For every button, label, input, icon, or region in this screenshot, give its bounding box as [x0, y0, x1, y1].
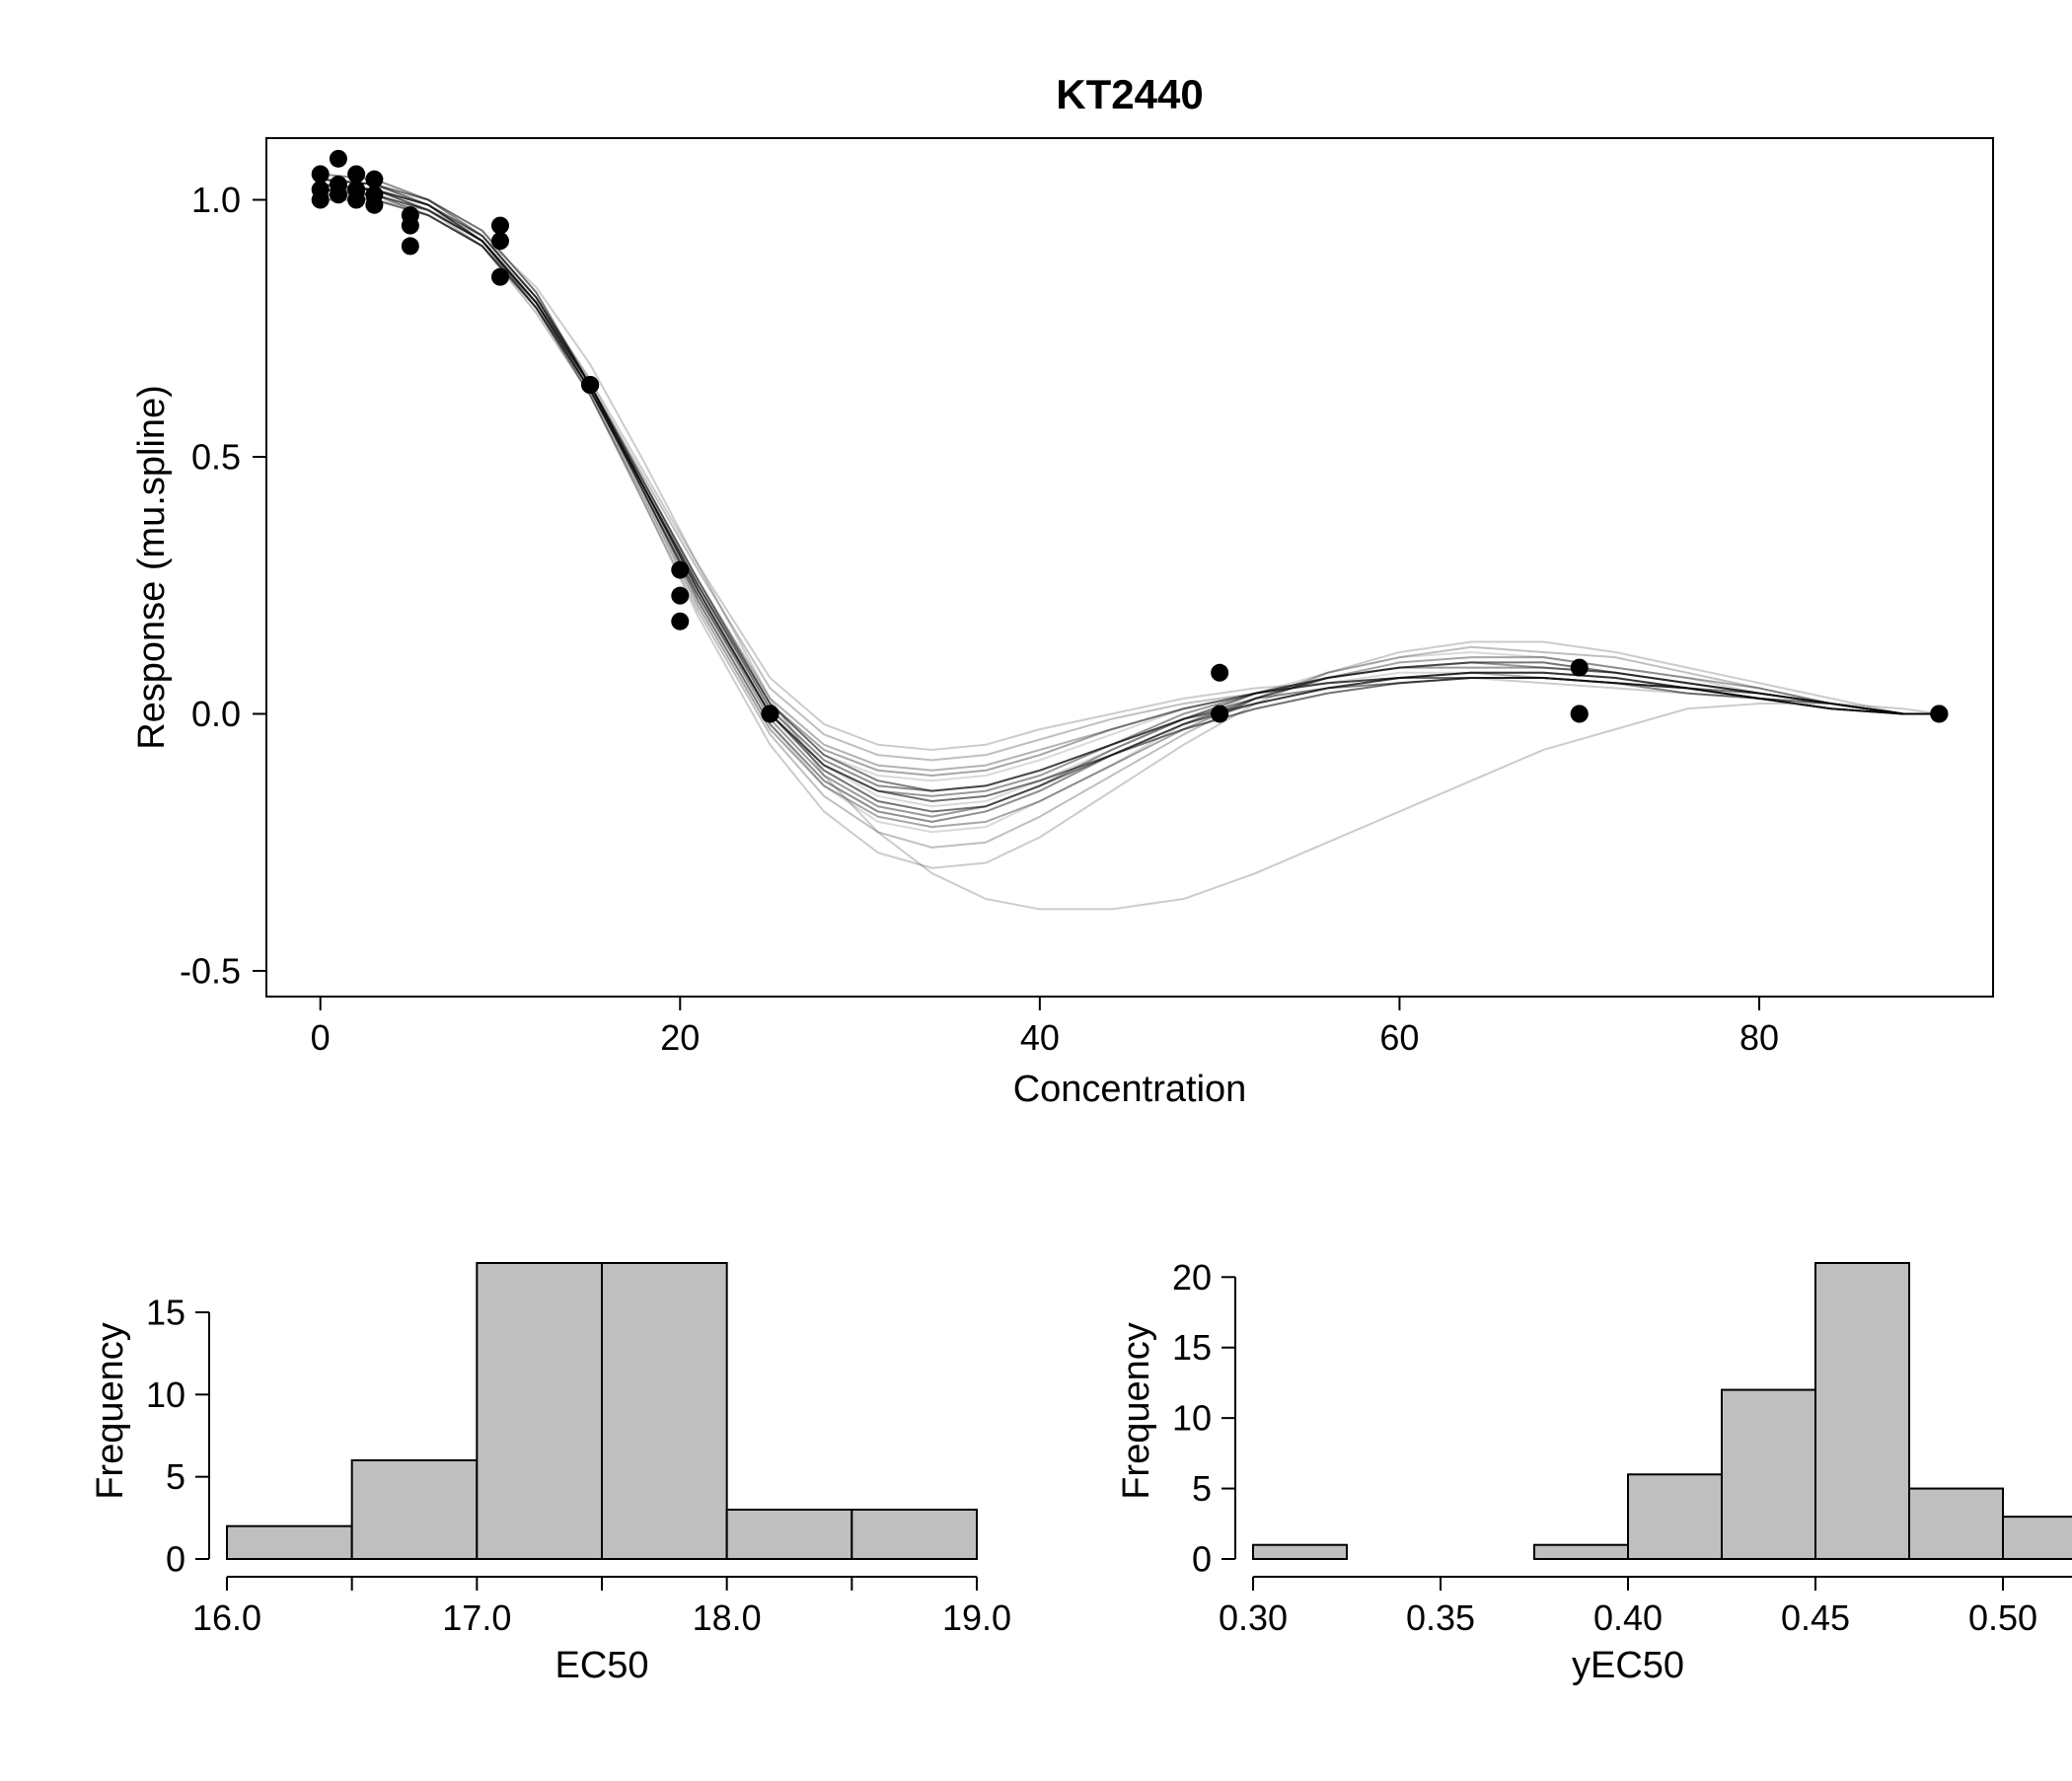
data-point — [402, 237, 419, 255]
y-axis-label: Frequency — [1116, 1322, 1157, 1500]
y-tick-label: 0 — [1192, 1539, 1212, 1580]
data-point — [312, 165, 330, 183]
y-axis-label: Frequency — [90, 1322, 131, 1500]
x-tick-label: 0 — [311, 1017, 331, 1058]
x-tick-label: 60 — [1379, 1017, 1419, 1058]
spline-curve — [321, 185, 1940, 806]
hist-bar — [1253, 1545, 1347, 1559]
spline-curve — [321, 185, 1940, 791]
hist-bar — [1628, 1474, 1722, 1559]
data-point — [671, 561, 689, 579]
x-axis-label: yEC50 — [1572, 1645, 1684, 1686]
x-tick-label: 0.45 — [1781, 1597, 1850, 1638]
data-point — [491, 217, 509, 235]
x-tick-label: 0.50 — [1968, 1597, 2037, 1638]
spline-curve — [321, 194, 1940, 780]
y-tick-label: 5 — [166, 1456, 185, 1497]
hist-bar — [227, 1526, 352, 1559]
y-tick-label: 20 — [1172, 1257, 1212, 1298]
data-point — [402, 206, 419, 224]
data-point — [330, 150, 347, 168]
spline-curve — [321, 189, 1940, 750]
x-tick-label: 0.30 — [1219, 1597, 1288, 1638]
hist-ec50: 16.0 17.0 18.0 19.0 EC50 0 5 10 15 Frequency — [90, 1263, 1011, 1686]
plot-border — [266, 138, 1993, 997]
data-point — [581, 376, 599, 394]
y-tick-label: 15 — [146, 1293, 185, 1333]
spline-curve — [321, 189, 1940, 817]
figure-svg: KT2440 0 20 40 60 80 Concentration -0.5 0.0 0.5 1.… — [0, 0, 2072, 1776]
x-tick-label: 20 — [660, 1017, 700, 1058]
x-tick-label: 0.35 — [1406, 1597, 1475, 1638]
y-tick-label: 0.5 — [191, 436, 241, 477]
y-tick-label: 10 — [146, 1374, 185, 1415]
spline-curve — [321, 180, 1940, 833]
x-tick-label: 80 — [1739, 1017, 1779, 1058]
data-point — [312, 181, 330, 198]
x-axis-label: Concentration — [1013, 1069, 1247, 1110]
hist-yec50: 0.30 0.35 0.40 0.45 0.50 yEC50 0 5 10 15 20 Frequen… — [1116, 1257, 2072, 1686]
x-tick-label: 16.0 — [192, 1597, 261, 1638]
data-point — [347, 181, 365, 198]
x-tick-label: 40 — [1020, 1017, 1060, 1058]
data-point — [1571, 705, 1589, 722]
y-tick-label: 0.0 — [191, 694, 241, 734]
y-tick-label: 10 — [1172, 1398, 1212, 1439]
main-chart: KT2440 0 20 40 60 80 Concentration -0.5 0.0 0.5 1.… — [131, 71, 1993, 1110]
spline-curve — [321, 194, 1940, 790]
x-tick-label: 19.0 — [942, 1597, 1011, 1638]
hist-bar — [1534, 1545, 1628, 1559]
data-point — [330, 186, 347, 203]
y-axis-label: Response (mu.spline) — [131, 385, 173, 750]
hist-bar — [2003, 1517, 2072, 1559]
y-tick-label: 5 — [1192, 1468, 1212, 1509]
data-point — [491, 268, 509, 286]
data-point — [365, 171, 383, 188]
hist-bar — [1909, 1489, 2003, 1559]
hist-bar — [1815, 1263, 1909, 1559]
hist-bar — [1722, 1390, 1815, 1559]
data-point — [1211, 664, 1228, 682]
hist-bar — [851, 1510, 977, 1559]
x-tick-label: 18.0 — [693, 1597, 762, 1638]
data-point — [1211, 705, 1228, 722]
figure-page: KT2440 0 20 40 60 80 Concentration -0.5 0.0 0.5 1.… — [0, 0, 2072, 1776]
x-tick-label: 17.0 — [442, 1597, 511, 1638]
spline-curve — [321, 189, 1940, 771]
plot-area — [312, 150, 1949, 910]
data-point — [1930, 705, 1948, 722]
data-point — [347, 165, 365, 183]
hist-bar — [727, 1510, 852, 1559]
hist-bar — [352, 1460, 478, 1559]
y-tick-label: 15 — [1172, 1327, 1212, 1368]
hist-bar — [602, 1263, 727, 1559]
spline-curve — [321, 180, 1940, 827]
data-point — [491, 232, 509, 250]
x-axis-label: EC50 — [555, 1645, 648, 1686]
data-point — [671, 587, 689, 605]
spline-curve — [321, 200, 1940, 910]
data-point — [761, 705, 778, 722]
hist-bar — [477, 1263, 602, 1559]
spline-curve — [321, 180, 1940, 812]
y-tick-label: -0.5 — [180, 950, 241, 991]
spline-curve — [321, 185, 1940, 796]
chart-title: KT2440 — [1056, 71, 1203, 117]
x-tick-label: 0.40 — [1593, 1597, 1663, 1638]
data-point — [671, 613, 689, 631]
y-tick-label: 0 — [166, 1539, 185, 1580]
y-tick-label: 1.0 — [191, 180, 241, 220]
data-point — [1571, 659, 1589, 677]
data-point — [365, 186, 383, 203]
